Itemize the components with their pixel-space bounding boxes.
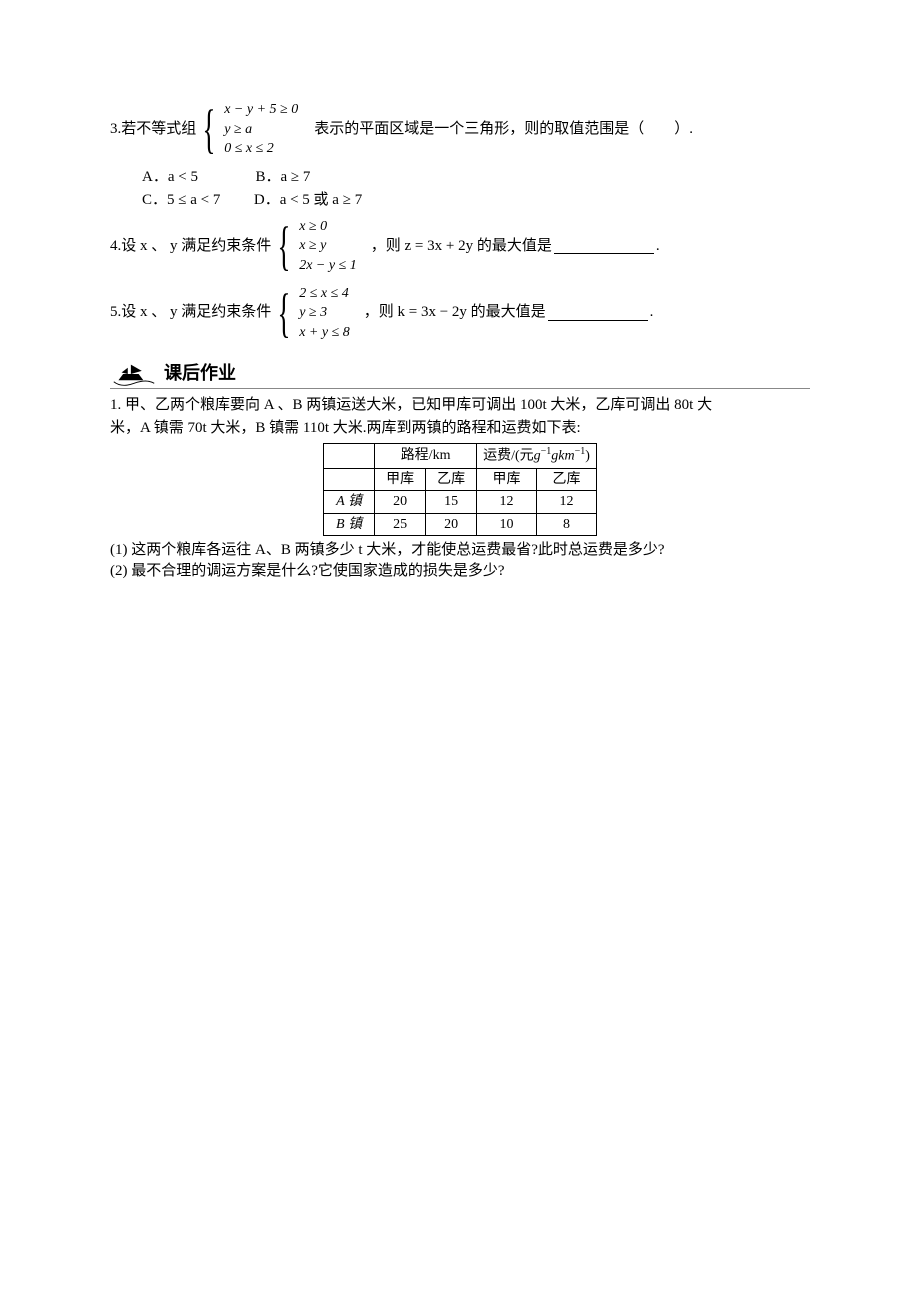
- unit-suffix: ): [585, 449, 590, 464]
- problem-5: 5.设 x 、 y 满足约束条件 { 2 ≤ x ≤ 4 y ≥ 3 x + y…: [110, 284, 810, 343]
- table-cell: 15: [426, 491, 477, 514]
- row-label: A 镇: [336, 494, 362, 509]
- table-row: A 镇 20 15 12 12: [324, 491, 597, 514]
- problem-3-options: A．a < 5 B．a ≥ 7 C．5 ≤ a < 7 D．a < 5 或 a …: [142, 167, 810, 211]
- sys-line: x ≥ y: [299, 236, 357, 256]
- table-cell: 甲库: [375, 468, 426, 491]
- brace-left-icon: {: [278, 286, 291, 340]
- table-cell: 12: [537, 491, 597, 514]
- problem-4-tail: .: [656, 236, 660, 257]
- table-cell: 20: [426, 513, 477, 536]
- table-cell: B 镇: [324, 513, 375, 536]
- table-cell: 8: [537, 513, 597, 536]
- sys-line: 2x − y ≤ 1: [299, 256, 357, 276]
- unit-gkm: gkm: [551, 449, 574, 464]
- unit-prefix: 运费/(元: [483, 449, 534, 464]
- table-cell: 10: [477, 513, 537, 536]
- problem-4-mid: ，则 z = 3x + 2y 的最大值是: [371, 236, 552, 257]
- boat-icon: [110, 360, 158, 388]
- table-cell: 路程/km: [375, 444, 477, 468]
- sys-line: x + y ≤ 8: [299, 323, 350, 343]
- table-row: 路程/km 运费/(元g−1gkm−1): [324, 444, 597, 468]
- unit-sup: −1: [575, 446, 586, 457]
- brace-left-icon: {: [203, 102, 216, 156]
- problem-3-system: { x − y + 5 ≥ 0 y ≥ a 0 ≤ x ≤ 2: [196, 100, 298, 159]
- table-cell: 运费/(元g−1gkm−1): [477, 444, 597, 468]
- problem-5-lead: 5.设 x 、 y 满足约束条件: [110, 302, 271, 323]
- answer-blank: [554, 238, 654, 254]
- table-row: 甲库 乙库 甲库 乙库: [324, 468, 597, 491]
- problem-4-lead: 4.设 x 、 y 满足约束条件: [110, 236, 271, 257]
- section-title: 课后作业: [164, 361, 236, 388]
- sys-line: y ≥ 3: [299, 303, 350, 323]
- table-cell: 乙库: [537, 468, 597, 491]
- problem-5-system: { 2 ≤ x ≤ 4 y ≥ 3 x + y ≤ 8: [271, 284, 349, 343]
- problem-3-tail: 表示的平面区域是一个三角形，则的取值范围是（ ）.: [314, 119, 693, 140]
- problem-5-tail: .: [650, 302, 654, 323]
- row-label: B 镇: [336, 517, 362, 532]
- option-d: D．a < 5 或 a ≥ 7: [254, 192, 362, 208]
- homework-1-q1: (1) 这两个粮库各运往 A、B 两镇多少 t 大米，才能使总运费最省?此时总运…: [110, 540, 810, 561]
- homework-1-line1: 1. 甲、乙两个粮库要向 A 、B 两镇运送大米，已知甲库可调出 100t 大米…: [110, 395, 810, 416]
- sys-line: x ≥ 0: [299, 217, 357, 237]
- option-row: C．5 ≤ a < 7 D．a < 5 或 a ≥ 7: [142, 190, 810, 211]
- table-cell: [324, 468, 375, 491]
- table-cell: 12: [477, 491, 537, 514]
- problem-5-mid: ，则 k = 3x − 2y 的最大值是: [364, 302, 546, 323]
- sys-line: x − y + 5 ≥ 0: [224, 100, 298, 120]
- option-c: C．5 ≤ a < 7: [142, 192, 220, 208]
- unit-g: g: [534, 449, 541, 464]
- sys-line: 2 ≤ x ≤ 4: [299, 284, 350, 304]
- option-a: A．a < 5: [142, 169, 198, 185]
- table-cell: 乙库: [426, 468, 477, 491]
- problem-4: 4.设 x 、 y 满足约束条件 { x ≥ 0 x ≥ y 2x − y ≤ …: [110, 217, 810, 276]
- table-cell: 甲库: [477, 468, 537, 491]
- section-header: 课后作业: [110, 360, 810, 389]
- problem-3: 3.若不等式组 { x − y + 5 ≥ 0 y ≥ a 0 ≤ x ≤ 2 …: [110, 100, 810, 159]
- table-cell: A 镇: [324, 491, 375, 514]
- data-table: 路程/km 运费/(元g−1gkm−1) 甲库 乙库 甲库 乙库 A 镇 20 …: [323, 443, 597, 536]
- table-cell: 20: [375, 491, 426, 514]
- sys-line: 0 ≤ x ≤ 2: [224, 139, 298, 159]
- option-b: B．a ≥ 7: [255, 169, 310, 185]
- answer-blank: [548, 305, 648, 321]
- brace-left-icon: {: [278, 219, 291, 273]
- problem-5-system-lines: 2 ≤ x ≤ 4 y ≥ 3 x + y ≤ 8: [299, 284, 350, 343]
- homework-1-q2: (2) 最不合理的调运方案是什么?它使国家造成的损失是多少?: [110, 561, 810, 582]
- table-cell: [324, 444, 375, 468]
- problem-4-system-lines: x ≥ 0 x ≥ y 2x − y ≤ 1: [299, 217, 357, 276]
- problem-3-lead: 3.若不等式组: [110, 119, 196, 140]
- homework-1-line2: 米，A 镇需 70t 大米，B 镇需 110t 大米.两库到两镇的路程和运费如下…: [110, 418, 810, 439]
- sys-line: y ≥ a: [224, 120, 298, 140]
- problem-4-system: { x ≥ 0 x ≥ y 2x − y ≤ 1: [271, 217, 356, 276]
- problem-3-system-lines: x − y + 5 ≥ 0 y ≥ a 0 ≤ x ≤ 2: [224, 100, 298, 159]
- table-cell: 25: [375, 513, 426, 536]
- table-row: B 镇 25 20 10 8: [324, 513, 597, 536]
- option-row: A．a < 5 B．a ≥ 7: [142, 167, 810, 188]
- unit-sup: −1: [541, 446, 552, 457]
